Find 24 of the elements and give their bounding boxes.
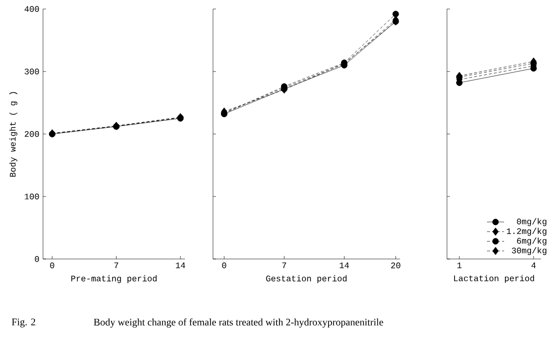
legend-label: 30mg/kg	[512, 247, 546, 256]
y-tick-label: 400	[24, 6, 39, 12]
x-tick-label: 4	[531, 262, 536, 268]
legend-label: 0mg/kg	[516, 218, 546, 226]
legend-label: 1.2mg/kg	[506, 228, 546, 236]
y-tick-label: 100	[24, 194, 39, 200]
x-tick-label: 14	[340, 262, 349, 268]
x-tick-label: 7	[114, 262, 118, 268]
y-axis-title: Body weight ( g )	[9, 92, 18, 177]
x-tick-label: 0	[50, 262, 54, 268]
x-axis-title: Gestation period	[266, 275, 347, 284]
y-tick-label: 200	[24, 131, 39, 137]
x-tick-label: 1	[457, 262, 462, 268]
x-tick-label: 20	[391, 262, 400, 268]
caption: Fig. 2	[12, 318, 36, 328]
x-tick-label: 0	[222, 262, 226, 268]
x-axis-title: Lactation period	[454, 274, 534, 283]
x-axis-title: Pre-mating period	[71, 275, 157, 284]
text: Body weight change of female rats treated with 2-hydroxypropanenitrile	[94, 318, 384, 328]
y-tick-label: 300	[24, 68, 39, 74]
x-tick-label: 14	[176, 262, 186, 268]
legend-label: 6mg/kg	[517, 237, 546, 246]
y-tick-label: 0	[34, 256, 39, 262]
x-tick-label: 7	[282, 262, 286, 268]
